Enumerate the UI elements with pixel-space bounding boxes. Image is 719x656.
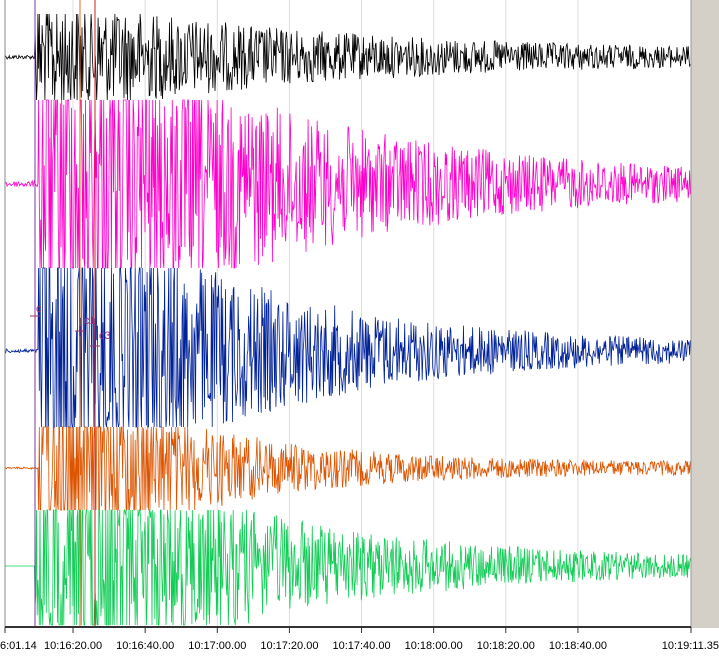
traces xyxy=(4,13,691,626)
time-axis-bg xyxy=(0,628,719,656)
pick-label: c3 xyxy=(99,330,111,342)
x-tick-label: 10:16:40.00 xyxy=(116,640,174,652)
waveform xyxy=(4,426,691,511)
x-tick-label: 10:18:00.00 xyxy=(405,640,463,652)
pick-markers xyxy=(30,311,100,351)
x-tick-label: 6:01.14 xyxy=(0,640,37,652)
pick-label: c xyxy=(36,303,42,315)
scrollbar-panel[interactable] xyxy=(691,0,719,630)
x-tick-label: 10:17:40.00 xyxy=(332,640,390,652)
waveform xyxy=(4,267,691,428)
x-tick-label: 10:19:11.35 xyxy=(662,640,719,652)
x-tick-label: 10:17:00.00 xyxy=(188,640,246,652)
waveform xyxy=(4,99,691,269)
waveform xyxy=(5,509,691,626)
x-tick-label: 10:18:20.00 xyxy=(477,640,535,652)
time-axis-labels: 6:01.14 10:16:20.00 10:16:40.00 10:17:00.00… xyxy=(0,627,719,652)
waveform xyxy=(4,13,691,101)
x-tick-label: 10:16:20.00 xyxy=(44,640,102,652)
pick-label: c1 xyxy=(84,315,96,327)
x-tick-label: 10:17:20.00 xyxy=(260,640,318,652)
x-tick-label: 10:18:40.00 xyxy=(549,640,607,652)
